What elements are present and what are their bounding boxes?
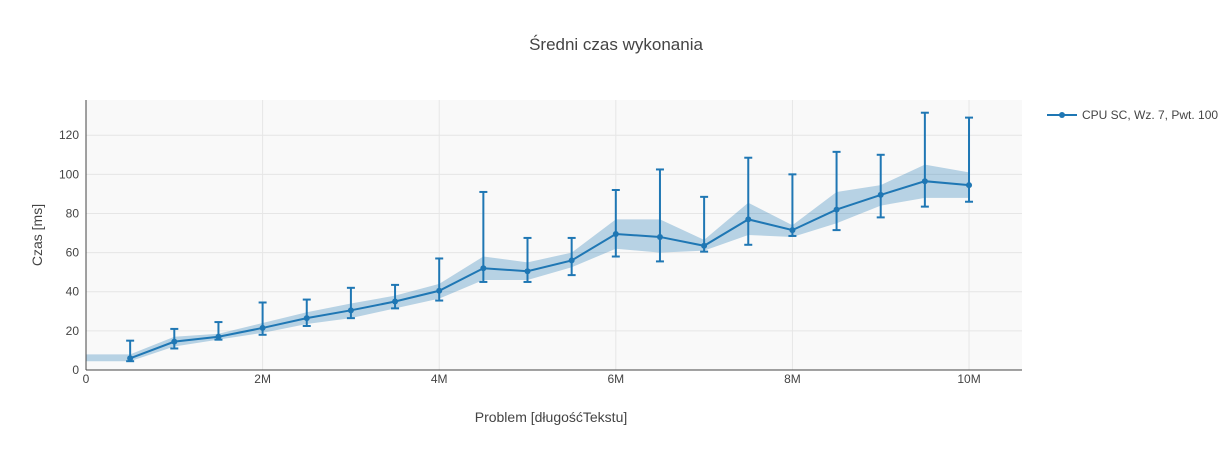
data-point	[524, 268, 531, 275]
series-line-path	[129, 180, 970, 360]
y-tick-label: 20	[66, 324, 80, 338]
data-point	[745, 216, 752, 223]
data-point	[789, 227, 796, 234]
x-tick-label: 8M	[784, 372, 801, 386]
data-point	[392, 298, 399, 305]
y-tick-label: 80	[66, 206, 80, 220]
data-point	[347, 307, 354, 314]
error-bars	[126, 111, 974, 363]
data-point	[833, 206, 840, 213]
data-point	[436, 287, 443, 294]
x-tick-label: 0	[83, 372, 90, 386]
x-tick-label: 2M	[254, 372, 271, 386]
data-point	[568, 257, 575, 264]
data-point	[921, 178, 928, 185]
y-tick-label: 120	[59, 128, 79, 142]
y-tick-labels: 0 20 40 60 80 100 120	[59, 128, 79, 377]
x-tick-label: 6M	[607, 372, 624, 386]
y-tick-label: 0	[72, 363, 79, 377]
legend[interactable]: CPU SC, Wz. 7, Pwt. 100	[1047, 108, 1218, 122]
data-point	[480, 265, 487, 272]
data-point	[656, 233, 663, 240]
data-point	[259, 324, 266, 331]
x-axis-title: Problem [długośćTekstu]	[475, 409, 628, 425]
data-points	[127, 178, 973, 362]
data-point	[303, 315, 310, 322]
y-tick-label: 100	[59, 167, 79, 181]
data-point	[701, 242, 708, 249]
x-tick-label: 4M	[431, 372, 448, 386]
y-axis-title: Czas [ms]	[29, 204, 45, 266]
x-tick-label: 10M	[957, 372, 980, 386]
data-point	[877, 191, 884, 198]
data-point	[612, 231, 619, 238]
grid-lines	[86, 100, 1022, 370]
legend-label: CPU SC, Wz. 7, Pwt. 100	[1082, 108, 1218, 122]
series-line	[129, 180, 970, 360]
legend-marker-swatch	[1059, 112, 1065, 118]
data-point	[127, 355, 134, 362]
y-tick-label: 60	[66, 246, 80, 260]
x-tick-labels: 0 2M 4M 6M 8M 10M	[83, 372, 981, 386]
data-point	[171, 338, 178, 345]
data-point	[215, 333, 222, 340]
chart-title: Średni czas wykonania	[529, 35, 703, 54]
data-point	[966, 182, 973, 189]
plot-area	[86, 100, 1022, 370]
y-tick-label: 40	[66, 285, 80, 299]
